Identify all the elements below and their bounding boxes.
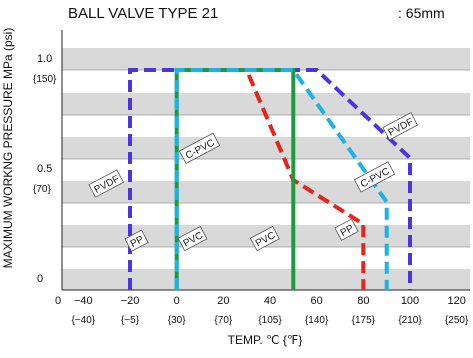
x-tick-label: −20 [121,295,140,307]
background-band [62,269,470,290]
label-box [124,229,149,252]
x-tick-label: 40 [264,295,276,307]
tick-labels: −40 {−40} −20 {−5} 0 {30} 20 {70} 40 {105} 60 {140}… [33,53,469,326]
y-tick-label: 0.5 [37,163,52,175]
series-label-pp: PP [334,218,359,241]
label-box [249,225,280,252]
x-tick-label: 0 [174,295,180,307]
chart-title: BALL VALVE TYPE 21 [68,5,218,22]
x-tick-sublabel: {250} [445,315,469,326]
x-tick-label: 120 [447,295,465,307]
x-tick-label: 80 [357,295,369,307]
x-tick-sublabel: {−5} [121,315,140,326]
background-band [62,93,470,115]
x-tick-sublabel: {−40} [72,315,96,326]
x-tick-sublabel: {70} [214,315,232,326]
label-box [382,112,418,141]
x-tick-sublabel: {210} [398,315,422,326]
x-axis-label: TEMP. ℃ {℉} [228,333,303,347]
x-tick-label: 0 [55,295,61,307]
y-axis-label: MAXIMUM WORKNG PRESSURE MPa (psi) [1,28,15,269]
x-tick-sublabel: {140} [305,315,329,326]
y-tick-sublabel: {70} [33,184,51,195]
x-tick-label: 100 [401,295,419,307]
chart-subtitle: : 65mm [398,5,445,21]
label-box [178,132,221,164]
y-tick-label: 1.0 [37,53,52,65]
x-tick-sublabel: {175} [352,315,376,326]
x-tick-sublabel: {30} [168,315,186,326]
x-tick-label: 60 [311,295,323,307]
background-band [62,48,470,70]
label-box [334,218,359,241]
y-tick-label: 0 [37,273,43,285]
background-bands [62,48,470,290]
label-box [177,225,208,252]
series-lines [128,68,412,290]
label-box [88,169,124,198]
x-tick-sublabel: {105} [258,315,282,326]
background-band [62,137,470,159]
label-box [353,161,396,193]
x-tick-label: −40 [74,295,93,307]
series-line-c-pvc [174,68,389,290]
series-label-pvdf: PVDF [382,112,418,141]
series-label-pp: PP [124,229,149,252]
series-line-pvdf [128,68,412,290]
x-tick-label: 20 [217,295,229,307]
y-tick-sublabel: {150} [33,74,57,85]
